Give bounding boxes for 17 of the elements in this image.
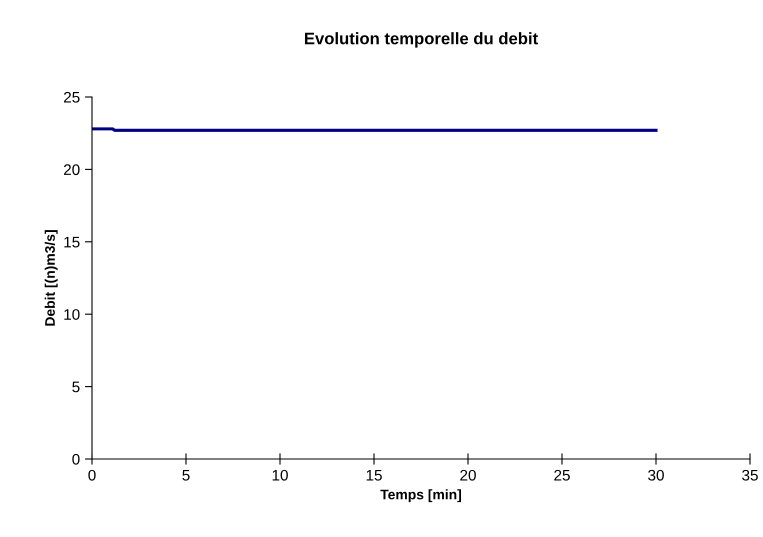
- x-tick-label: 30: [648, 470, 664, 481]
- x-tick-label: 10: [272, 470, 288, 481]
- x-axis-title: Temps [min]: [380, 489, 461, 502]
- chart-title: Evolution temporelle du debit: [304, 32, 538, 48]
- y-tick-label: 15: [64, 236, 80, 248]
- x-tick-label: 25: [554, 470, 570, 481]
- y-tick-label: 5: [72, 382, 80, 392]
- y-tick-label: 25: [64, 92, 80, 103]
- x-tick-label: 5: [182, 470, 190, 481]
- y-axis-title: Debit [(n)m3/s]: [44, 230, 58, 326]
- y-tick-label: 20: [64, 164, 80, 176]
- x-tick-label: 15: [366, 470, 382, 481]
- y-tick-label: 10: [64, 309, 80, 320]
- x-tick-label: 35: [742, 470, 758, 481]
- y-tick-label: 0: [72, 454, 80, 465]
- x-tick-label: 20: [460, 470, 476, 481]
- x-tick-label: 0: [88, 470, 96, 481]
